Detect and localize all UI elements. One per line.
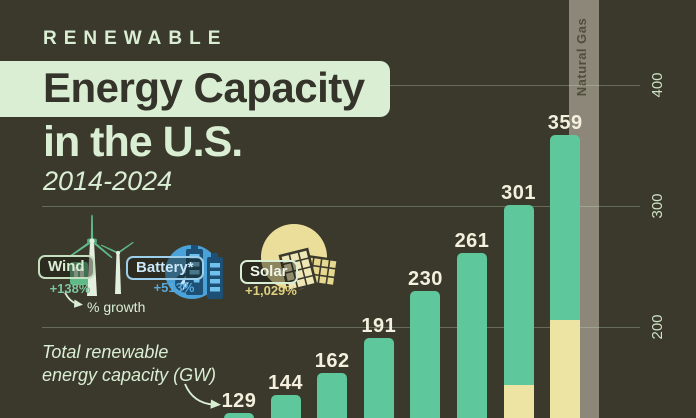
growth-arrow-icon: [64, 292, 83, 308]
wind-growth-value: +138%: [49, 281, 91, 296]
solar-growth-value: +1,029%: [245, 283, 297, 298]
renewable-bar: [363, 337, 394, 418]
renewable-bar: [503, 204, 534, 418]
annotation-arrow-icon: [184, 383, 221, 409]
renewable-bar: [270, 394, 301, 418]
bar-value-label: 144: [268, 371, 304, 394]
natural-gas-label: Natural Gas: [574, 17, 589, 97]
page-title: Energy Capacity: [43, 64, 365, 112]
bar-value-label: 230: [407, 267, 443, 290]
renewable-bar: [224, 412, 254, 418]
title-period: 2014-2024: [43, 166, 173, 196]
axis-annotation: Total renewable energy capacity (GW): [42, 341, 216, 387]
y-tick-label: 200: [649, 314, 666, 340]
kicker: RENEWABLE: [43, 28, 228, 49]
renewable-bar: [550, 134, 581, 418]
renewable-bar: [457, 253, 487, 418]
battery-label-pill: Battery*: [126, 256, 204, 280]
wind-label-pill: Wind: [38, 255, 95, 279]
bar-value-label: 129: [221, 389, 257, 412]
gridline-200: [42, 327, 640, 328]
solar-segment: [550, 319, 581, 418]
axis-annotation-line1: Total renewable: [42, 342, 169, 362]
bar-value-label: 191: [361, 314, 397, 337]
gridline-300: [42, 206, 640, 207]
title-line2: in the U.S.: [43, 118, 243, 166]
renewable-bar: [317, 372, 348, 418]
battery-growth-value: +513%: [153, 280, 195, 295]
axis-annotation-line2: energy capacity (GW): [42, 365, 217, 385]
growth-note: % growth: [87, 299, 146, 315]
bar-value-label: 359: [547, 111, 583, 134]
bar-value-label: 261: [454, 230, 490, 253]
solar-label-pill: Solar: [240, 260, 298, 284]
title-highlight-band: Energy Capacity: [0, 61, 390, 117]
y-tick-label: 300: [649, 193, 666, 219]
solar-panel-icon: [261, 224, 340, 300]
bar-value-label: 301: [501, 181, 537, 204]
battery-icon: [165, 245, 223, 299]
y-tick-label: 400: [649, 72, 666, 98]
bar-value-label: 162: [314, 349, 350, 372]
solar-segment: [503, 385, 534, 418]
renewable-bar: [410, 290, 441, 418]
